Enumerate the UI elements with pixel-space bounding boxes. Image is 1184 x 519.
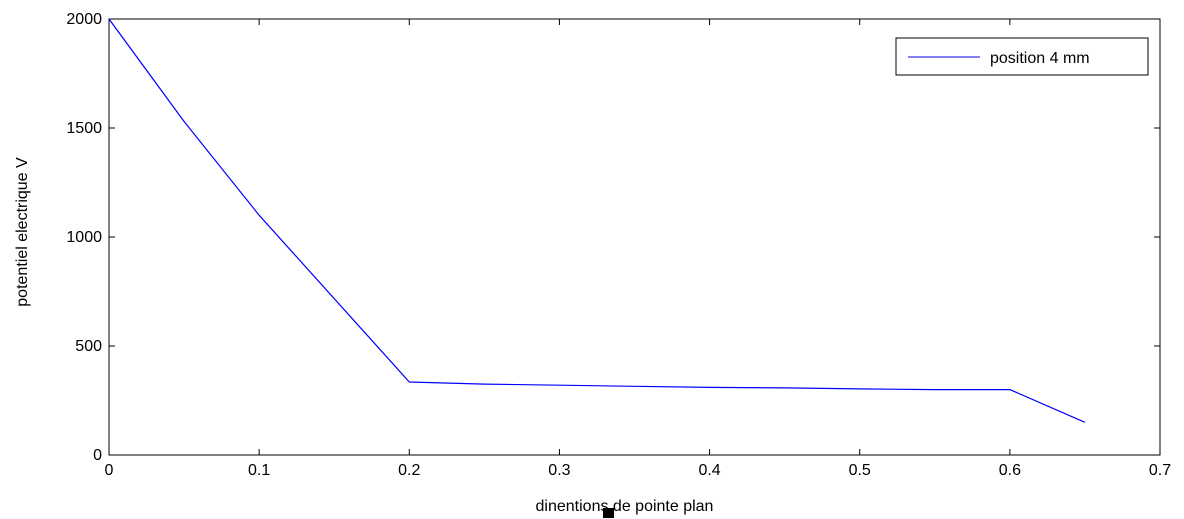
legend-label-position-4mm: position 4 mm	[990, 50, 1090, 67]
x-tick-label: 0.4	[698, 462, 720, 479]
x-tick-label: 0.1	[248, 462, 270, 479]
series-line-position-4mm	[108, 18, 1086, 423]
x-tick-label: 0	[105, 462, 114, 479]
y-tick-label: 500	[75, 338, 102, 355]
y-tick-label: 1000	[66, 229, 102, 246]
x-tick-label: 0.2	[398, 462, 420, 479]
y-tick-label: 1500	[66, 120, 102, 137]
x-tick-label: 0.6	[999, 462, 1021, 479]
y-tick-labels: 0 500 1000 1500 2000	[66, 11, 102, 464]
x-axis-label: dinentions de pointe plan	[536, 498, 714, 515]
cursor-marker	[603, 508, 614, 518]
x-tick-labels: 0 0.1 0.2 0.3 0.4 0.5 0.6 0.7	[105, 462, 1172, 479]
y-axis-label: potentiel electrique V	[14, 157, 31, 307]
tick-marks	[108, 18, 1161, 456]
x-tick-label: 0.3	[548, 462, 570, 479]
plot-area	[108, 18, 1161, 456]
series-layer	[108, 18, 1086, 423]
y-tick-label: 2000	[66, 11, 102, 28]
x-tick-label: 0.5	[849, 462, 871, 479]
x-tick-label: 0.7	[1149, 462, 1171, 479]
y-tick-label: 0	[93, 447, 102, 464]
legend: position 4 mm	[895, 37, 1149, 76]
